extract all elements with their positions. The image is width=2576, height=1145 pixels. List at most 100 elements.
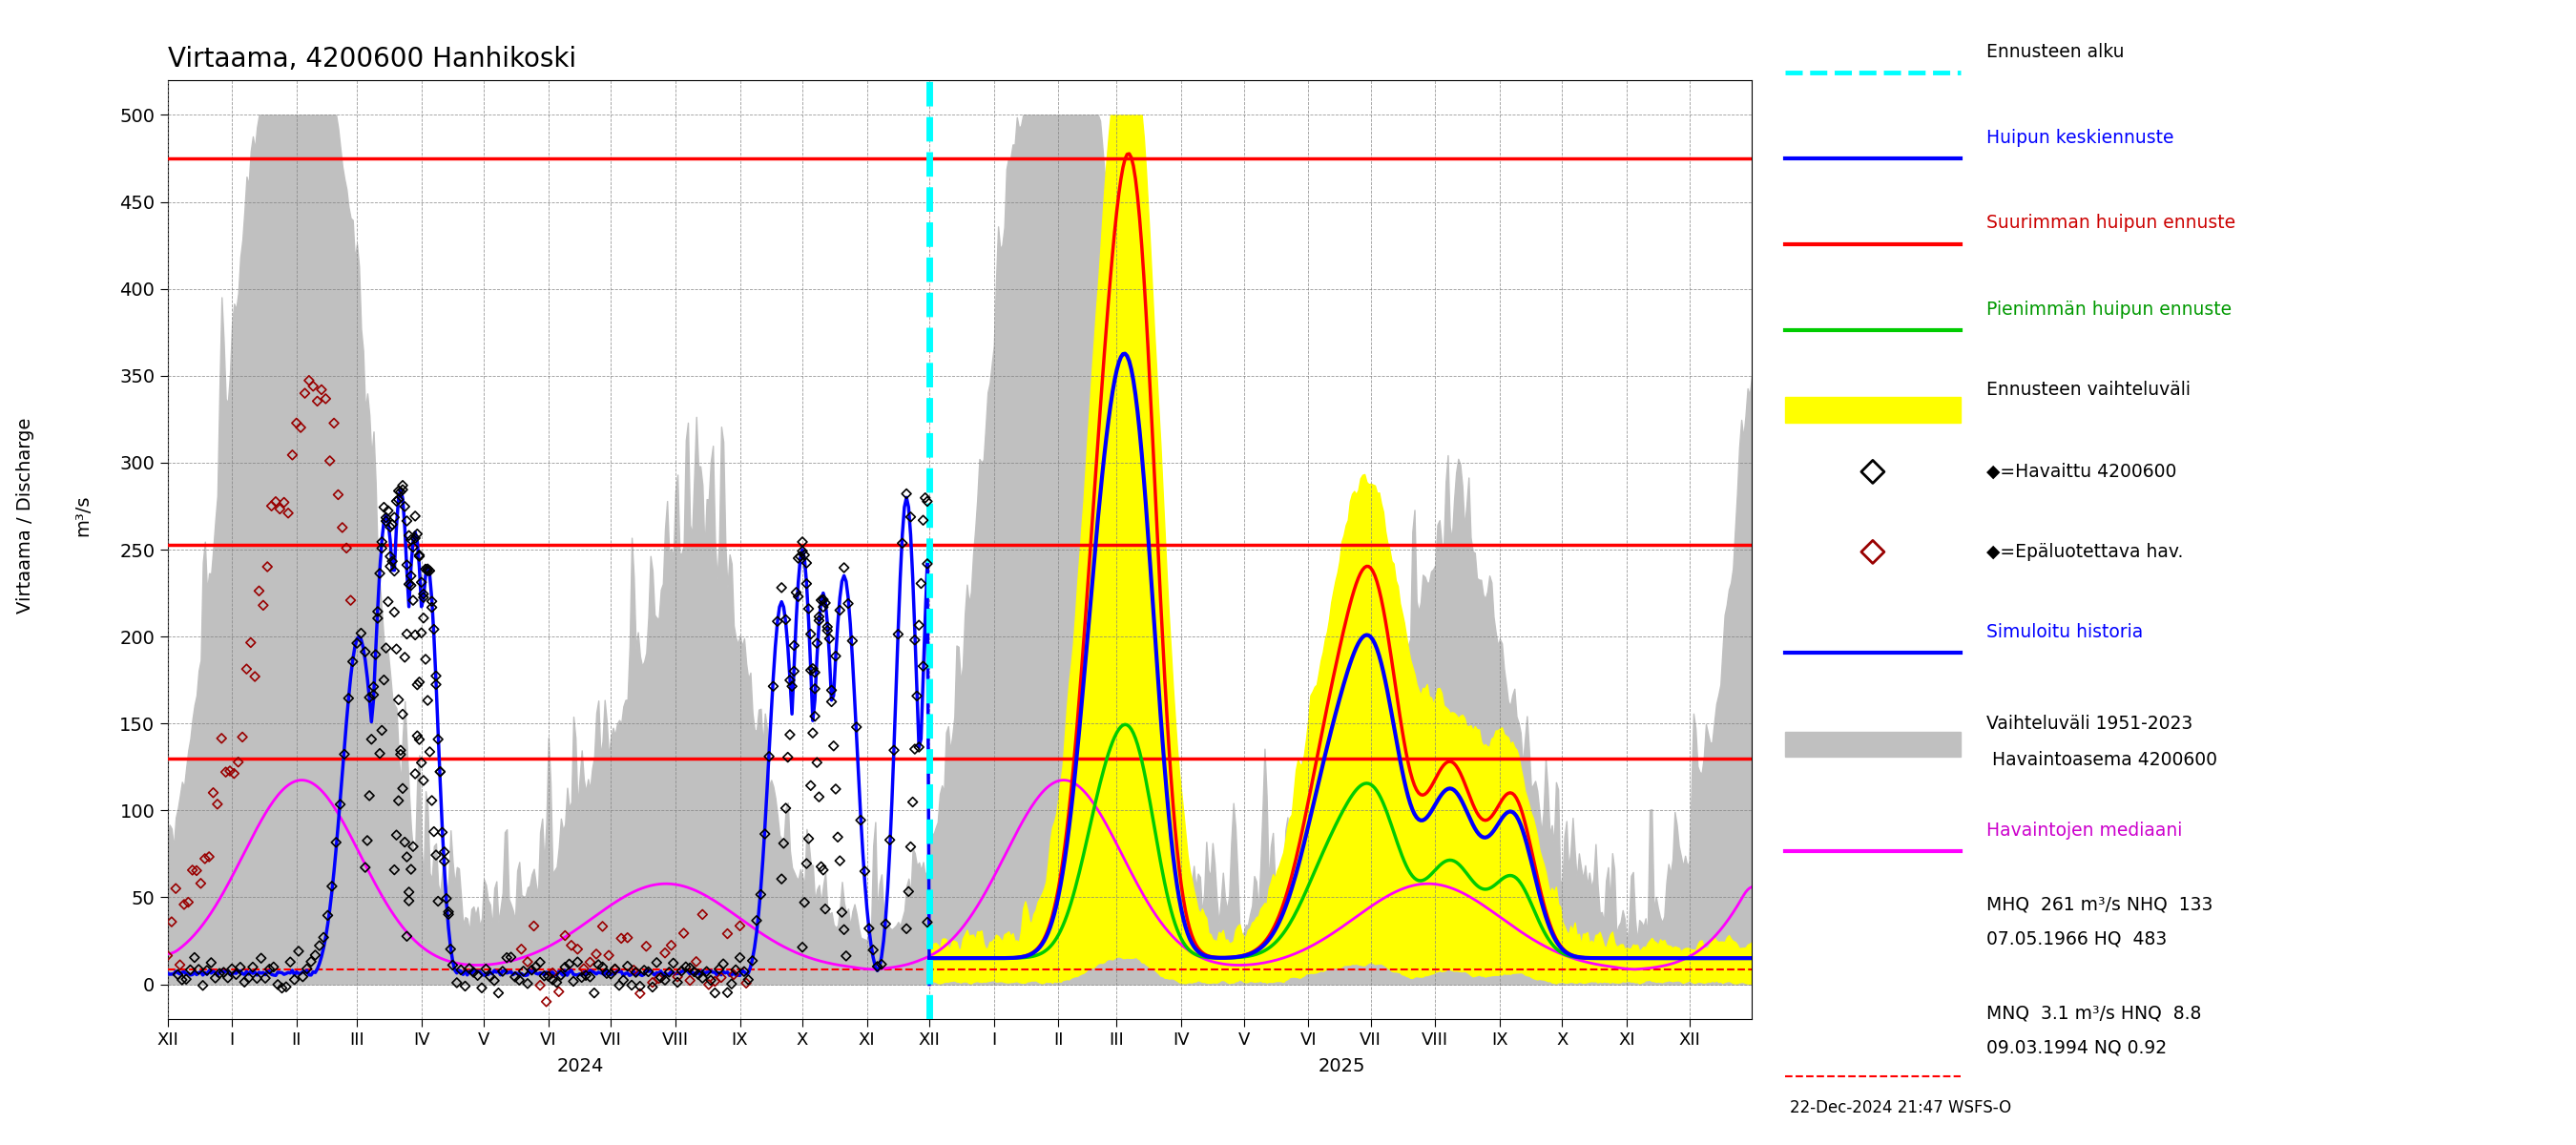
Point (590, 965, 631, 984)
Point (227, 660, 268, 678)
Point (422, 843, 464, 861)
Point (652, 954, 693, 972)
Point (299, 937, 340, 955)
Point (902, 657, 943, 676)
Point (222, 728, 263, 747)
Point (260, 979, 301, 997)
Point (366, 508, 407, 527)
Point (878, 625, 920, 643)
Point (500, 971, 541, 989)
Point (392, 567, 433, 585)
Point (770, 671, 811, 689)
Point (386, 847, 428, 866)
Point (696, 972, 737, 990)
Point (211, 960, 252, 978)
Point (744, 824, 786, 843)
Point (791, 625, 832, 643)
Point (412, 822, 453, 840)
Point (461, 979, 502, 997)
Point (330, 591, 371, 609)
Point (636, 954, 677, 972)
Point (204, 963, 245, 981)
Point (270, 953, 312, 971)
Point (448, 960, 489, 978)
Point (165, 970, 206, 988)
Text: Virtaama / Discharge: Virtaama / Discharge (15, 417, 36, 614)
Point (500, 940, 541, 958)
Point (644, 943, 685, 962)
Point (822, 903, 863, 922)
Point (788, 829, 829, 847)
Point (564, 960, 605, 978)
Point (386, 512, 428, 530)
Point (899, 616, 940, 634)
Point (786, 554, 827, 572)
Point (402, 624, 443, 642)
Point (657, 973, 698, 992)
Point (889, 883, 930, 901)
Point (397, 676, 438, 694)
Point (907, 492, 948, 511)
Point (845, 862, 886, 881)
Text: MNQ  3.1 m³/s HNQ  8.8: MNQ 3.1 m³/s HNQ 8.8 (1986, 1004, 2200, 1022)
Point (662, 924, 703, 942)
Point (201, 729, 242, 748)
Point (392, 576, 433, 594)
Text: 2025: 2025 (1319, 1057, 1365, 1075)
Point (381, 481, 422, 499)
Point (670, 958, 711, 977)
Point (773, 662, 814, 680)
Point (804, 598, 845, 616)
Point (507, 974, 549, 993)
Point (595, 961, 636, 979)
Point (770, 726, 811, 744)
Point (402, 574, 443, 592)
Point (206, 969, 247, 987)
Point (410, 743, 451, 761)
Point (381, 780, 422, 798)
Point (796, 634, 837, 653)
Point (376, 640, 417, 658)
Point (533, 964, 574, 982)
Point (765, 799, 806, 818)
Point (793, 663, 835, 681)
Point (415, 846, 456, 864)
Point (683, 969, 724, 987)
Point (600, 930, 641, 948)
Point (327, 539, 368, 558)
Point (811, 693, 853, 711)
Point (325, 745, 366, 764)
Point (412, 592, 453, 610)
Point (489, 948, 531, 966)
Text: Simuloitu historia: Simuloitu historia (1986, 623, 2143, 641)
Point (404, 560, 446, 578)
Point (765, 610, 806, 629)
Point (234, 668, 276, 686)
Point (198, 964, 240, 982)
Point (157, 965, 198, 984)
Point (719, 948, 760, 966)
Point (361, 539, 402, 558)
Point (611, 976, 652, 994)
Point (319, 796, 361, 814)
Point (726, 971, 768, 989)
Point (618, 985, 659, 1003)
Point (374, 562, 415, 581)
Point (786, 575, 827, 593)
Point (809, 630, 850, 648)
Point (348, 831, 389, 850)
Text: 22-Dec-2024 21:47 WSFS-O: 22-Dec-2024 21:47 WSFS-O (1790, 1099, 2012, 1116)
Point (814, 736, 855, 755)
Point (307, 906, 348, 924)
Point (523, 966, 564, 985)
Point (224, 973, 265, 992)
Point (675, 953, 716, 971)
Point (420, 763, 461, 781)
Point (412, 791, 453, 810)
Point (569, 968, 611, 986)
Point (219, 958, 260, 977)
Point (894, 740, 935, 758)
Point (245, 969, 286, 987)
Point (770, 677, 811, 695)
Point (260, 500, 301, 519)
